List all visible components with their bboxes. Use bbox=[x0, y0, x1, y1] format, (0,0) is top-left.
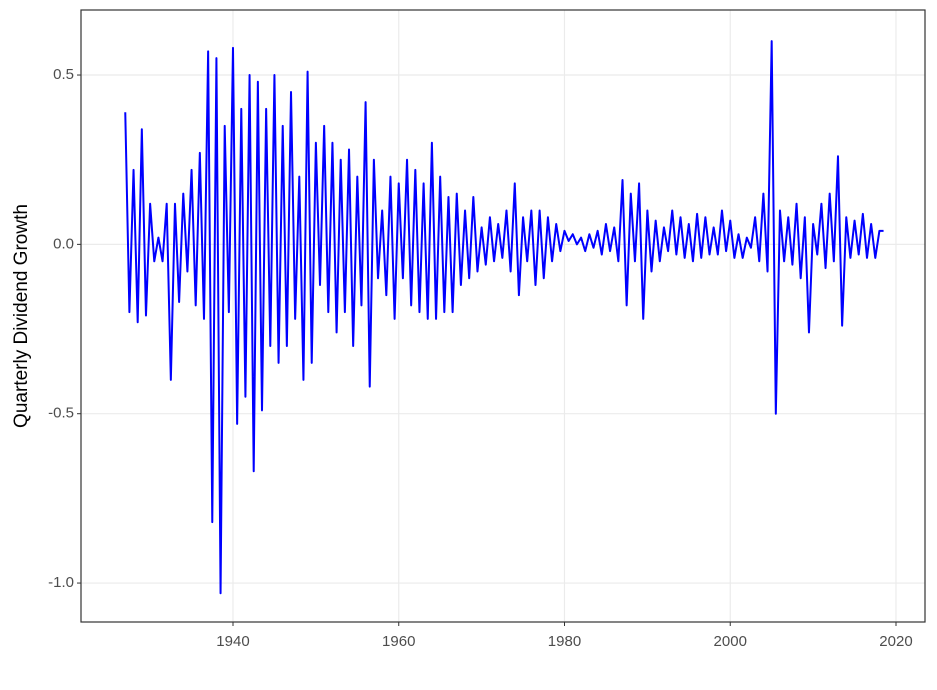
x-tick-label: 1980 bbox=[548, 633, 581, 650]
marks bbox=[124, 40, 884, 595]
x-tick-label: 1960 bbox=[382, 633, 415, 650]
y-axis-label: Quarterly Dividend Growth bbox=[11, 204, 32, 428]
y-tick-label: -0.5 bbox=[48, 405, 74, 422]
x-tick-label: 2020 bbox=[879, 633, 912, 650]
y-tick-label: 0.0 bbox=[53, 235, 74, 252]
x-tick-label: 1940 bbox=[216, 633, 249, 650]
y-tick-label: 0.5 bbox=[53, 66, 74, 83]
panel-border bbox=[80, 9, 926, 623]
x-tick-label: 2000 bbox=[714, 633, 747, 650]
data-line bbox=[124, 40, 884, 595]
y-tick-label: -1.0 bbox=[48, 574, 74, 591]
